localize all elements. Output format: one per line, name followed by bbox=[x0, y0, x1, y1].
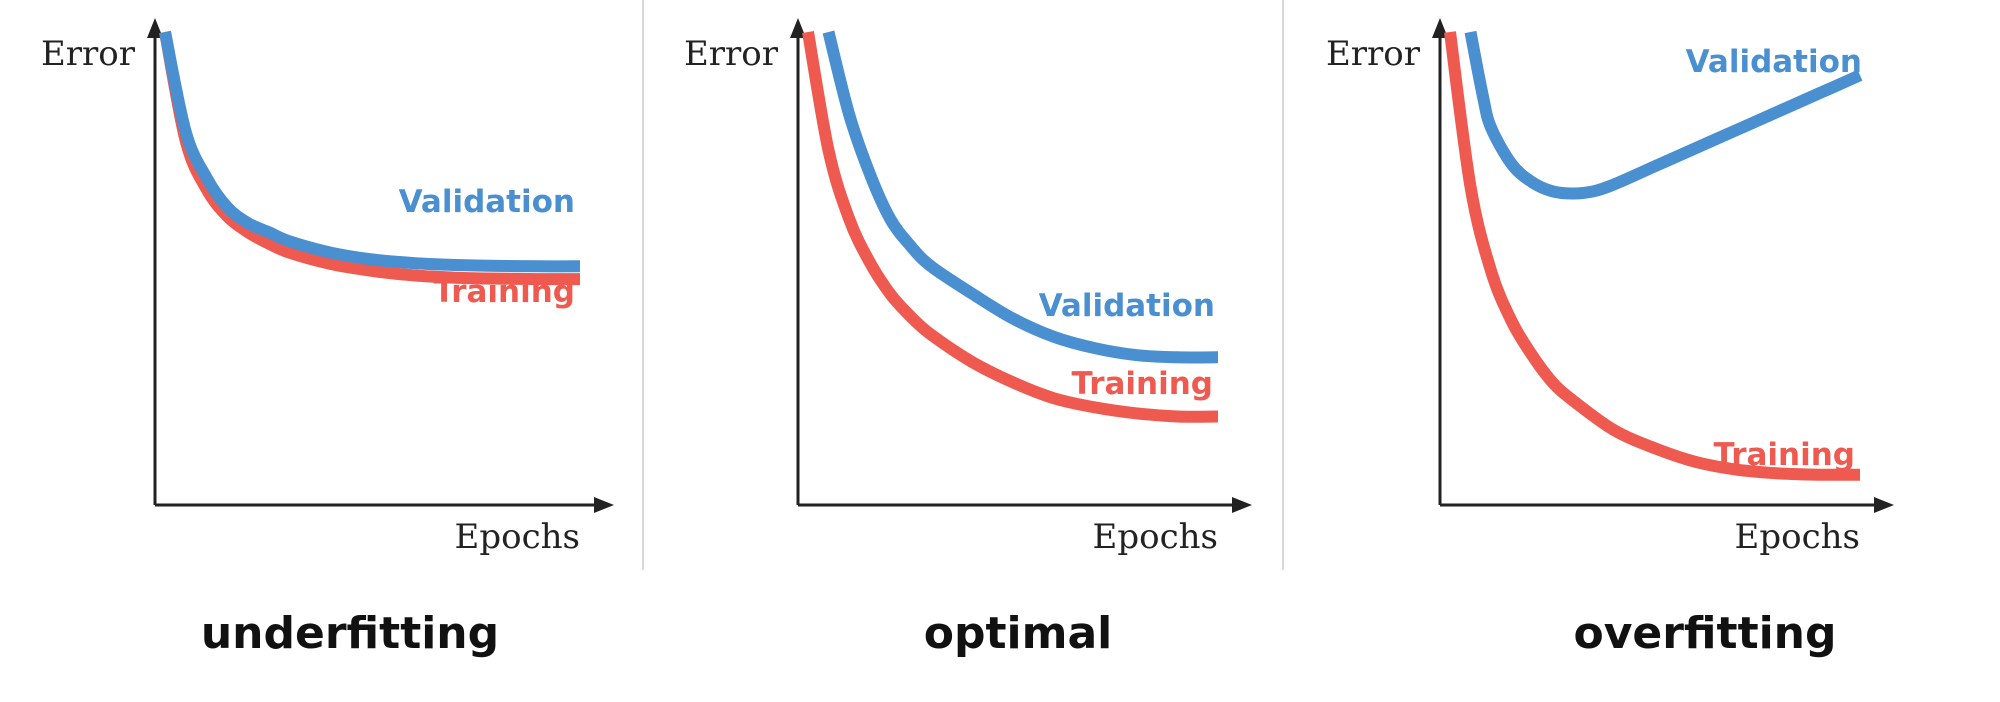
y-axis-arrow-icon bbox=[147, 18, 163, 38]
y-axis-label: Error bbox=[684, 34, 779, 74]
validation-curve bbox=[1464, 30, 1863, 200]
x-axis-arrow-icon bbox=[1874, 497, 1894, 513]
caption-optimal: optimal bbox=[924, 608, 1112, 659]
training-curve bbox=[1444, 31, 1861, 481]
y-axis-arrow-icon bbox=[790, 18, 806, 38]
training-curve bbox=[802, 30, 1219, 423]
validation-label: Validation bbox=[399, 184, 575, 220]
chart-panel-optimal: Error Epochs Validation Training optimal bbox=[684, 18, 1252, 659]
training-label: Training bbox=[1071, 366, 1213, 402]
training-curve bbox=[159, 30, 580, 286]
y-axis-label: Error bbox=[41, 34, 136, 74]
x-axis-arrow-icon bbox=[594, 497, 614, 513]
validation-label: Validation bbox=[1686, 44, 1862, 80]
x-axis-label: Epochs bbox=[1735, 517, 1860, 557]
validation-label: Validation bbox=[1039, 288, 1215, 324]
y-axis-label: Error bbox=[1326, 34, 1421, 74]
chart-panel-underfitting: Error Epochs Validation Training underfittin… bbox=[41, 18, 614, 659]
validation-curve bbox=[822, 30, 1219, 364]
chart-panel-overfitting: Error Epochs Validation Training overfitting bbox=[1326, 18, 1894, 659]
caption-underfitting: underfitting bbox=[201, 608, 499, 659]
y-axis-arrow-icon bbox=[1432, 18, 1448, 38]
x-axis-label: Epochs bbox=[1093, 517, 1218, 557]
training-label: Training bbox=[1713, 437, 1855, 473]
caption-overfitting: overfitting bbox=[1573, 608, 1836, 659]
x-axis-arrow-icon bbox=[1232, 497, 1252, 513]
training-label: Training bbox=[433, 274, 575, 310]
validation-curve bbox=[159, 30, 581, 273]
x-axis-label: Epochs bbox=[455, 517, 580, 557]
